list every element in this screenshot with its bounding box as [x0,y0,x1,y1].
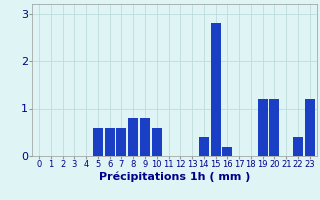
Bar [269,99,279,156]
Bar [293,137,303,156]
Bar [305,99,315,156]
Bar [152,128,162,156]
Bar [116,128,126,156]
Bar [128,118,138,156]
Bar [199,137,209,156]
Bar [93,128,103,156]
Bar [258,99,268,156]
Bar [105,128,115,156]
Bar [222,146,232,156]
Bar [211,23,220,156]
X-axis label: Précipitations 1h ( mm ): Précipitations 1h ( mm ) [99,172,250,182]
Bar [140,118,150,156]
